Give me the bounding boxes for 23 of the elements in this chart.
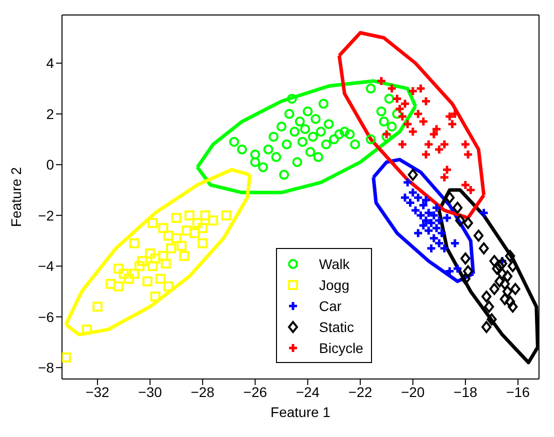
legend-label: Bicycle (319, 340, 364, 356)
x-tick-label: −18 (454, 384, 478, 400)
legend-label: Car (319, 298, 342, 314)
y-tick-label: 2 (46, 106, 54, 122)
x-tick-label: −26 (243, 384, 268, 400)
x-tick-label: −32 (86, 384, 110, 400)
legend-label: Walk (319, 256, 350, 272)
y-tick-label: −8 (38, 360, 54, 376)
x-tick-label: −30 (138, 384, 162, 400)
x-tick-label: −20 (400, 384, 425, 400)
x-axis-title: Feature 1 (270, 404, 331, 420)
y-axis-title: Feature 2 (8, 166, 24, 227)
y-tick-label: 4 (46, 55, 54, 72)
y-tick-label: −2 (38, 207, 54, 224)
y-tick-label: −6 (38, 308, 54, 325)
x-tick-label: −28 (190, 384, 215, 400)
legend-label: Static (319, 318, 354, 334)
x-tick-label: −16 (506, 384, 530, 400)
x-tick-label: −24 (296, 384, 320, 400)
legend-label: Jogg (319, 276, 350, 292)
y-tick-label: 0 (46, 156, 54, 173)
x-tick-label: −22 (348, 384, 372, 400)
y-tick-label: −4 (38, 258, 54, 274)
